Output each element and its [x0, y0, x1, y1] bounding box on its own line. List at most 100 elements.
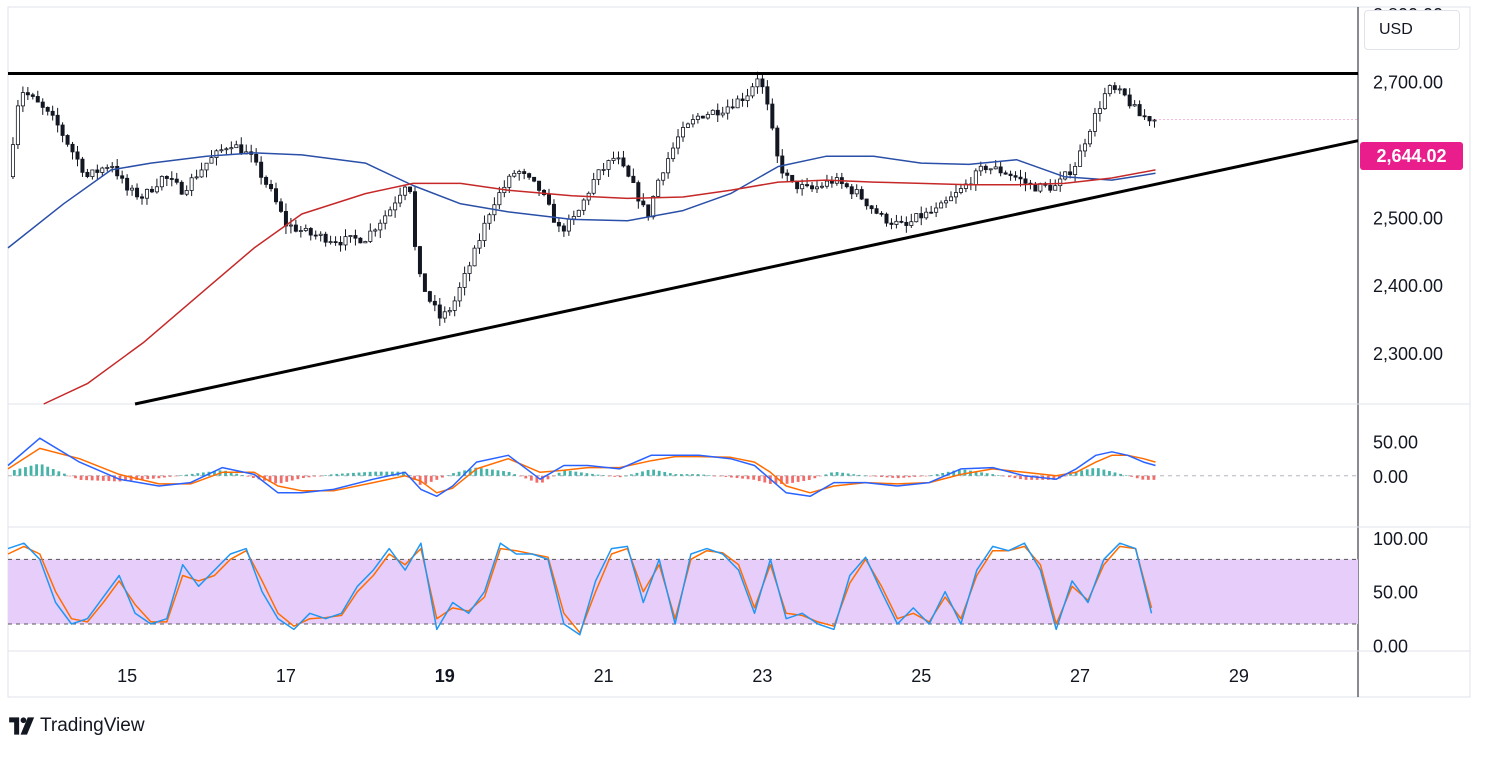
- macd-histogram-bar: [407, 475, 411, 476]
- tradingview-logo-icon: [9, 717, 35, 735]
- macd-histogram-bar: [96, 475, 100, 481]
- candle-body: [159, 176, 164, 188]
- macd-histogram-bar: [502, 471, 505, 476]
- macd-histogram-bar: [1130, 475, 1134, 477]
- macd-histogram-bar: [40, 464, 44, 476]
- macd-histogram-bar: [329, 474, 333, 476]
- candle-body: [785, 172, 790, 176]
- macd-histogram-bar: [996, 475, 1000, 476]
- macd-histogram-bar: [841, 472, 845, 476]
- candle-body: [517, 171, 522, 174]
- macd-histogram-bar: [585, 473, 589, 476]
- candle-body: [676, 136, 681, 149]
- candle-body: [100, 167, 105, 173]
- macd-histogram-bar: [1141, 475, 1145, 480]
- candle-body: [447, 310, 452, 313]
- candle-body: [551, 203, 556, 223]
- stochastic-pane[interactable]: [7, 542, 1358, 636]
- candle-body: [482, 222, 487, 241]
- macd-histogram-bar: [185, 474, 189, 476]
- macd-axis-label: 50.00: [1373, 433, 1418, 453]
- macd-histogram-bar: [574, 471, 578, 476]
- macd-histogram-bar: [29, 465, 33, 476]
- candle-body: [973, 170, 978, 186]
- macd-histogram-bar: [35, 464, 38, 476]
- candle-body: [626, 165, 631, 177]
- macd-histogram-bar: [513, 474, 517, 476]
- macd-histogram-bar: [12, 470, 16, 476]
- price-axis-label: 2,300.00: [1373, 344, 1443, 364]
- macd-histogram-bar: [24, 467, 27, 476]
- candle-body: [363, 241, 368, 244]
- macd-histogram-bar: [980, 472, 983, 476]
- macd-histogram-bar: [452, 473, 455, 476]
- candle-body: [849, 186, 854, 195]
- candle-body: [442, 311, 447, 319]
- candle-body: [611, 157, 616, 161]
- macd-histogram-bar: [818, 475, 822, 477]
- candle-body: [571, 216, 576, 220]
- candle-body: [527, 173, 532, 178]
- macd-histogram-bar: [702, 474, 706, 476]
- candle-body: [40, 101, 45, 108]
- candle-body: [829, 180, 834, 184]
- candle-body: [1142, 115, 1147, 118]
- brand-watermark[interactable]: TradingView: [8, 714, 145, 738]
- support-trendline: [134, 139, 1359, 406]
- macd-histogram-bar: [74, 475, 77, 479]
- candle-body: [755, 78, 760, 88]
- candle-body: [209, 157, 214, 164]
- macd-histogram-bar: [718, 475, 722, 477]
- candle-body: [353, 235, 358, 239]
- candle-body: [278, 201, 283, 212]
- candle-body: [333, 241, 338, 244]
- candle-body: [467, 265, 472, 274]
- candle-body: [730, 106, 735, 109]
- candle-body: [522, 171, 527, 174]
- candle-body: [1013, 175, 1018, 178]
- candle-body: [601, 169, 606, 171]
- stochastic-axis-label: 0.00: [1373, 637, 1408, 657]
- candle-body: [189, 177, 194, 191]
- macd-pane[interactable]: [7, 437, 1358, 498]
- stochastic-axis-label: 50.00: [1373, 583, 1418, 603]
- candle-body: [462, 273, 467, 288]
- candle-body: [934, 207, 939, 213]
- price-pane[interactable]: [7, 71, 1359, 406]
- candle-body: [512, 172, 517, 177]
- candle-body: [50, 110, 55, 116]
- candle-body: [1092, 113, 1097, 132]
- macd-histogram-bar: [385, 471, 389, 476]
- candle-body: [115, 165, 120, 177]
- candle-body: [214, 150, 219, 158]
- macd-histogram-bar: [641, 471, 644, 476]
- macd-histogram-bar: [46, 466, 50, 476]
- macd-histogram-bar: [429, 475, 433, 482]
- macd-histogram-bar: [857, 474, 861, 476]
- candle-body: [149, 188, 154, 193]
- candle-body: [760, 78, 765, 88]
- candle-body: [1053, 185, 1058, 191]
- macd-histogram-bar: [1002, 475, 1006, 477]
- candle-body: [1127, 94, 1132, 107]
- candle-body: [1122, 88, 1127, 96]
- macd-histogram-bar: [190, 473, 194, 476]
- candle-body: [715, 109, 720, 116]
- candle-body: [824, 180, 829, 187]
- time-axis-label: 19: [435, 666, 455, 686]
- macd-histogram-bar: [691, 474, 694, 476]
- macd-histogram-bar: [485, 468, 489, 476]
- macd-histogram-bar: [1080, 470, 1084, 476]
- macd-histogram-bar: [313, 475, 316, 477]
- candle-body: [403, 186, 408, 196]
- macd-histogram-bar: [163, 475, 166, 478]
- stochastic-axis-label: 100.00: [1373, 529, 1428, 549]
- macd-histogram-bar: [340, 473, 344, 476]
- macd-histogram-bar: [302, 475, 305, 479]
- candle-body: [184, 190, 189, 195]
- candle-body: [20, 92, 25, 107]
- macd-histogram-bar: [151, 475, 155, 479]
- candle-body: [874, 208, 879, 214]
- currency-selector[interactable]: USD: [1364, 10, 1460, 50]
